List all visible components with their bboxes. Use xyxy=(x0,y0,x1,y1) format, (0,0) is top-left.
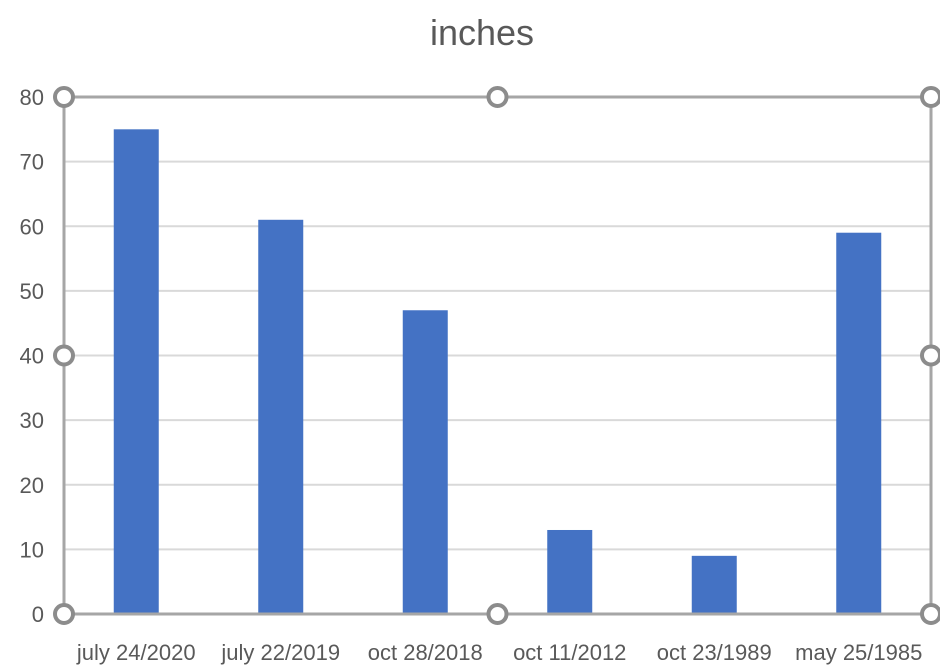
y-tick-label: 60 xyxy=(20,214,44,239)
bar xyxy=(258,219,304,614)
resize-handle[interactable] xyxy=(920,603,940,625)
bar xyxy=(836,232,882,614)
resize-handle[interactable] xyxy=(920,86,940,108)
y-tick-label: 10 xyxy=(20,537,44,562)
resize-handle[interactable] xyxy=(486,86,509,108)
x-tick-label: may 25/1985 xyxy=(795,640,922,665)
resize-handle[interactable] xyxy=(920,344,940,367)
resize-handle[interactable] xyxy=(486,603,509,625)
x-tick-label: oct 28/2018 xyxy=(368,640,483,665)
x-tick-label: oct 23/1989 xyxy=(657,640,772,665)
resize-handle[interactable] xyxy=(53,603,75,625)
y-tick-label: 50 xyxy=(20,279,44,304)
resize-handle[interactable] xyxy=(53,86,75,108)
x-axis-tick-labels: july 24/2020 july 22/2019 oct 28/2018 oct 1… xyxy=(76,640,922,665)
y-tick-label: 30 xyxy=(20,408,44,433)
x-tick-label: oct 11/2012 xyxy=(513,640,626,665)
y-tick-label: 80 xyxy=(20,85,44,110)
y-tick-label: 0 xyxy=(32,602,44,627)
resize-handle[interactable] xyxy=(53,344,75,367)
x-tick-label: july 24/2020 xyxy=(76,640,196,665)
y-axis-tick-labels: 0 10 20 30 40 50 60 70 80 xyxy=(20,85,44,627)
bar xyxy=(402,310,448,614)
selection-handles[interactable] xyxy=(53,86,940,625)
y-tick-label: 70 xyxy=(20,150,44,175)
bars xyxy=(113,129,882,614)
y-tick-label: 40 xyxy=(20,344,44,369)
x-tick-label: july 22/2019 xyxy=(220,640,340,665)
bar xyxy=(691,555,737,614)
y-tick-label: 20 xyxy=(20,473,44,498)
chart-title: inches xyxy=(430,12,534,53)
bar xyxy=(547,529,593,614)
gridlines xyxy=(64,96,931,615)
bar xyxy=(113,129,159,614)
